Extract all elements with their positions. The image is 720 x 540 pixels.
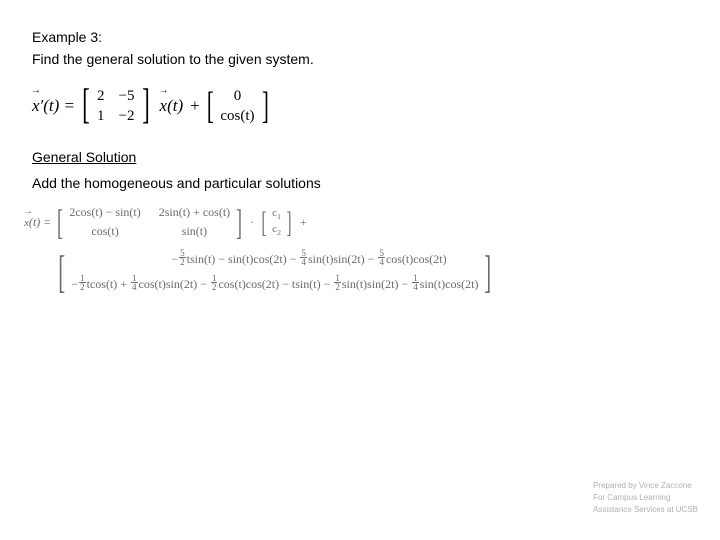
solution-particular-row: [ −52tsin(t) − sin(t)cos(2t) − 54sin(t)s… bbox=[54, 249, 688, 292]
matrix-cell: sin(t) bbox=[159, 224, 230, 240]
plus-sign: + bbox=[300, 215, 307, 230]
bracket-right: ] bbox=[236, 207, 242, 238]
vector-cell: 0 bbox=[220, 87, 254, 105]
bracket-left: [ bbox=[58, 252, 65, 291]
footer-author: Prepared by Vince Zaccone bbox=[593, 480, 698, 492]
matrix-cell: cos(t) bbox=[69, 224, 140, 240]
footer-org-1: For Campus Learning bbox=[593, 492, 698, 504]
section-heading: General Solution bbox=[32, 149, 688, 165]
matrix-cell: 2sin(t) + cos(t) bbox=[159, 205, 230, 221]
homogeneous-matrix: 2cos(t) − sin(t) 2sin(t) + cos(t) cos(t)… bbox=[69, 205, 230, 239]
equation-lhs: x′(t) = bbox=[32, 96, 75, 116]
forcing-vector: 0 cos(t) bbox=[220, 87, 254, 125]
particular-row-2: −12tcos(t) + 14cos(t)sin(2t) − 12cos(t)c… bbox=[71, 274, 478, 293]
particular-row-1: −52tsin(t) − sin(t)cos(2t) − 54sin(t)sin… bbox=[71, 249, 478, 268]
plus-sign: + bbox=[190, 96, 200, 116]
vector-cell: cos(t) bbox=[220, 107, 254, 125]
matrix-cell: −2 bbox=[119, 107, 135, 125]
bracket-left: [ bbox=[82, 87, 90, 125]
bracket-right: ] bbox=[485, 252, 492, 291]
section-body: Add the homogeneous and particular solut… bbox=[32, 175, 688, 191]
constants-vector: c1 c2 bbox=[272, 207, 281, 237]
bracket-left: [ bbox=[262, 210, 267, 236]
bracket-right: ] bbox=[261, 89, 268, 123]
constant-c1: c1 bbox=[272, 207, 281, 221]
dot-operator: · bbox=[250, 215, 254, 230]
solution-equation: x(t) = [ 2cos(t) − sin(t) 2sin(t) + cos(… bbox=[32, 205, 688, 293]
constant-c2: c2 bbox=[272, 223, 281, 237]
particular-matrix: −52tsin(t) − sin(t)cos(2t) − 54sin(t)sin… bbox=[71, 249, 478, 292]
bracket-left: [ bbox=[57, 207, 63, 238]
problem-equation: x′(t) = [ 2 −5 1 −2 ] x(t) + [ 0 cos(t) … bbox=[32, 87, 688, 125]
solution-lhs: x(t) = bbox=[24, 215, 51, 230]
problem-prompt: Find the general solution to the given s… bbox=[32, 50, 688, 70]
matrix-cell: 1 bbox=[97, 107, 105, 125]
solution-homogeneous-row: x(t) = [ 2cos(t) − sin(t) 2sin(t) + cos(… bbox=[24, 205, 688, 239]
footer-credits: Prepared by Vince Zaccone For Campus Lea… bbox=[593, 480, 698, 516]
bracket-right: ] bbox=[142, 87, 150, 125]
example-label: Example 3: bbox=[32, 28, 688, 48]
matrix-cell: −5 bbox=[119, 87, 135, 105]
matrix-cell: 2cos(t) − sin(t) bbox=[69, 205, 140, 221]
matrix-a: 2 −5 1 −2 bbox=[97, 87, 134, 125]
footer-org-2: Assistance Services at UCSB bbox=[593, 504, 698, 516]
bracket-left: [ bbox=[207, 89, 214, 123]
matrix-cell: 2 bbox=[97, 87, 105, 105]
vector-x: x(t) bbox=[160, 96, 184, 116]
bracket-right: ] bbox=[286, 210, 291, 236]
